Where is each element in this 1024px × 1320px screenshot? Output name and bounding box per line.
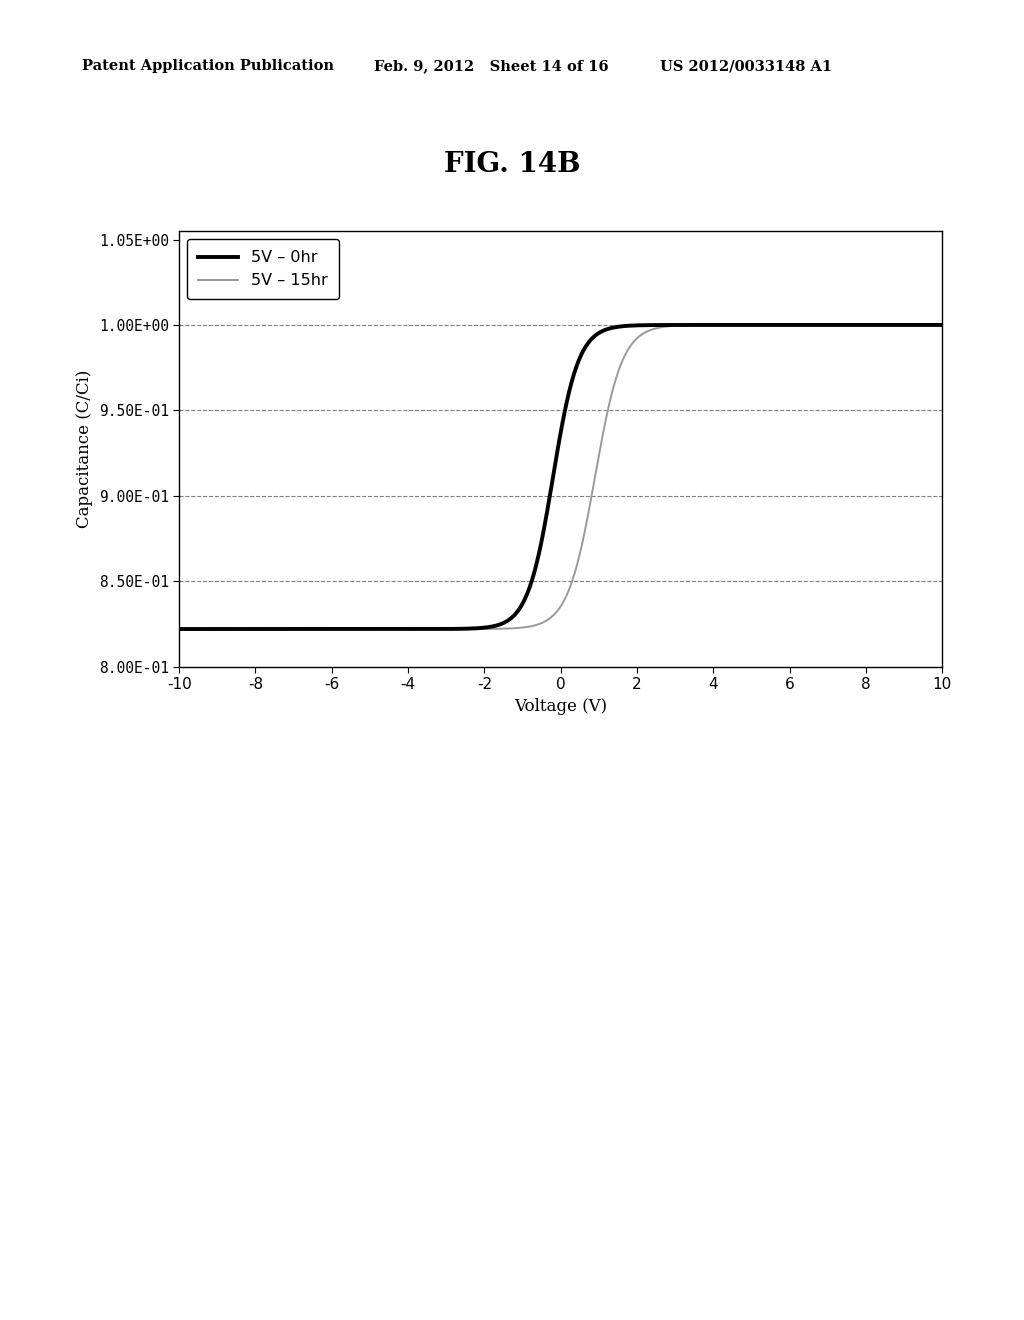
- Text: Feb. 9, 2012   Sheet 14 of 16: Feb. 9, 2012 Sheet 14 of 16: [374, 59, 608, 74]
- X-axis label: Voltage (V): Voltage (V): [514, 697, 607, 714]
- Text: US 2012/0033148 A1: US 2012/0033148 A1: [660, 59, 833, 74]
- Y-axis label: Capacitance (C/Ci): Capacitance (C/Ci): [76, 370, 93, 528]
- Text: Patent Application Publication: Patent Application Publication: [82, 59, 334, 74]
- Legend: 5V – 0hr, 5V – 15hr: 5V – 0hr, 5V – 15hr: [187, 239, 339, 300]
- Text: FIG. 14B: FIG. 14B: [443, 152, 581, 178]
